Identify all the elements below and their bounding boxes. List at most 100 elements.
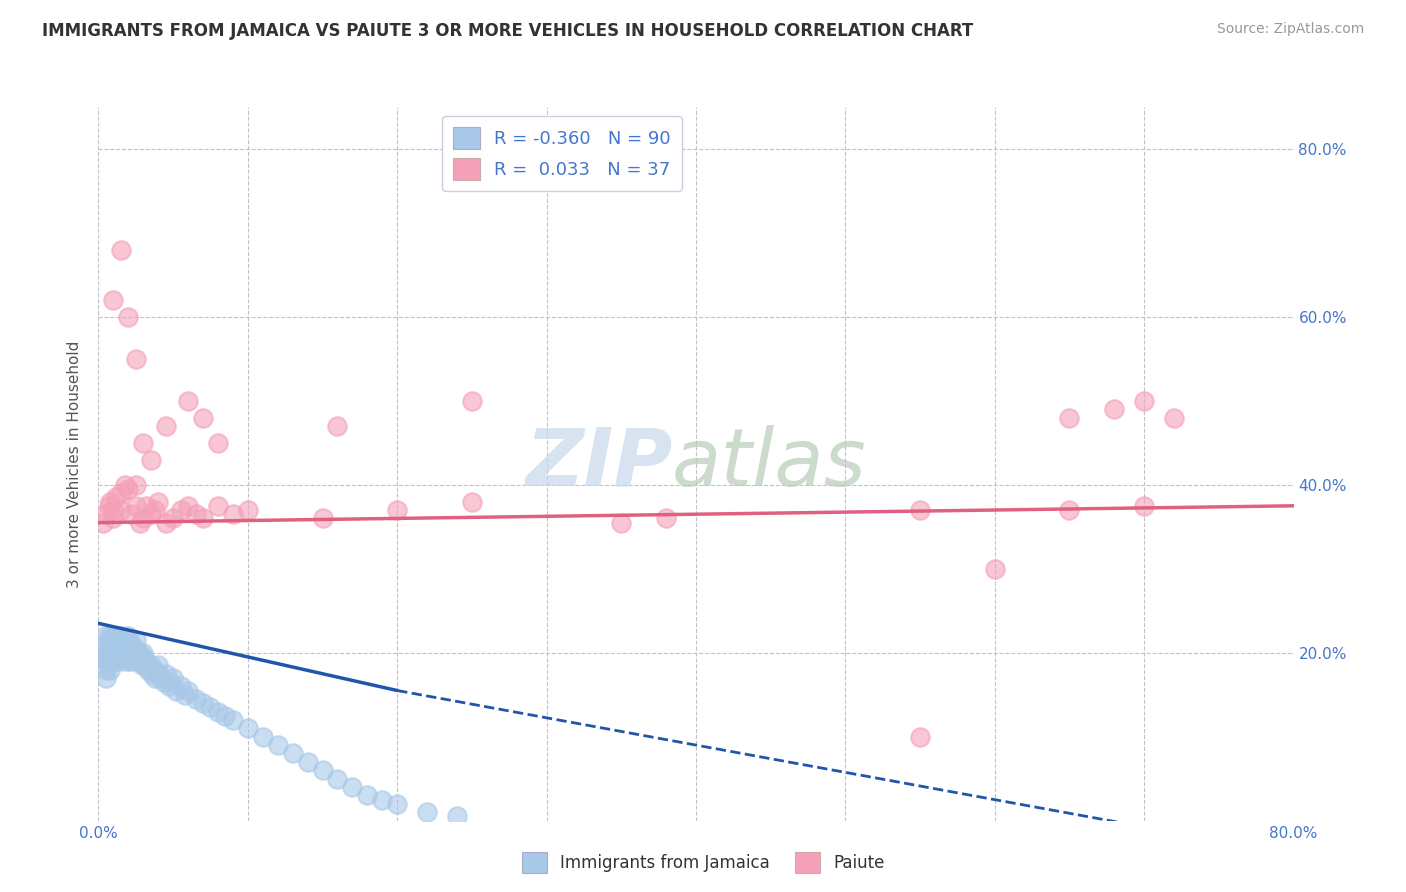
Point xyxy=(135,654,157,668)
Point xyxy=(96,654,118,668)
Point xyxy=(129,516,152,530)
Point xyxy=(110,503,132,517)
Point xyxy=(117,482,139,496)
Point xyxy=(155,666,177,681)
Point xyxy=(908,503,931,517)
Point xyxy=(93,629,115,643)
Point xyxy=(104,637,127,651)
Point xyxy=(110,486,132,500)
Point xyxy=(108,649,131,664)
Point xyxy=(177,683,200,698)
Point xyxy=(191,511,214,525)
Point xyxy=(148,666,170,681)
Point xyxy=(91,646,114,660)
Point xyxy=(125,641,148,656)
Point xyxy=(132,646,155,660)
Point xyxy=(134,658,156,673)
Point xyxy=(416,805,439,820)
Point xyxy=(103,646,125,660)
Point xyxy=(148,494,170,508)
Point xyxy=(120,637,142,651)
Y-axis label: 3 or more Vehicles in Household: 3 or more Vehicles in Household xyxy=(67,340,83,588)
Point xyxy=(127,654,149,668)
Point xyxy=(200,700,222,714)
Point xyxy=(1163,410,1185,425)
Point xyxy=(104,646,127,660)
Point xyxy=(1059,503,1081,517)
Point xyxy=(103,511,125,525)
Point xyxy=(159,675,181,690)
Point xyxy=(142,663,165,677)
Point xyxy=(191,410,214,425)
Point xyxy=(110,629,132,643)
Point xyxy=(97,499,120,513)
Point xyxy=(91,516,114,530)
Point xyxy=(101,654,124,668)
Point xyxy=(177,499,200,513)
Point xyxy=(236,503,259,517)
Point xyxy=(311,764,333,778)
Point xyxy=(222,713,245,727)
Point xyxy=(94,671,117,685)
Point xyxy=(135,499,157,513)
Point xyxy=(114,633,136,648)
Point xyxy=(177,393,200,408)
Point xyxy=(169,679,191,693)
Point xyxy=(385,797,409,811)
Point xyxy=(908,730,931,744)
Point xyxy=(117,633,139,648)
Point xyxy=(214,708,236,723)
Point xyxy=(124,646,146,660)
Point xyxy=(461,393,484,408)
Point xyxy=(111,637,134,651)
Point xyxy=(252,730,274,744)
Point xyxy=(94,507,117,521)
Point xyxy=(371,792,394,806)
Point xyxy=(105,633,128,648)
Point xyxy=(131,658,153,673)
Point xyxy=(128,646,150,660)
Point xyxy=(120,654,142,668)
Point xyxy=(236,721,259,735)
Point xyxy=(174,688,197,702)
Point xyxy=(117,310,139,324)
Point xyxy=(143,671,166,685)
Point xyxy=(97,629,120,643)
Point xyxy=(110,646,132,660)
Point xyxy=(100,633,122,648)
Point xyxy=(103,654,125,668)
Point xyxy=(169,503,191,517)
Point xyxy=(111,654,134,668)
Point xyxy=(101,637,124,651)
Point xyxy=(121,649,143,664)
Point xyxy=(107,629,129,643)
Point xyxy=(356,789,378,803)
Point xyxy=(139,452,162,467)
Point xyxy=(984,562,1007,576)
Point xyxy=(132,435,155,450)
Point xyxy=(94,663,117,677)
Point xyxy=(1059,410,1081,425)
Point xyxy=(100,494,122,508)
Point xyxy=(150,671,173,685)
Legend: R = -0.360   N = 90, R =  0.033   N = 37: R = -0.360 N = 90, R = 0.033 N = 37 xyxy=(441,116,682,191)
Point xyxy=(1104,402,1126,417)
Point xyxy=(125,499,148,513)
Point xyxy=(139,658,162,673)
Point xyxy=(153,675,176,690)
Point xyxy=(112,646,135,660)
Point xyxy=(297,755,319,769)
Point xyxy=(610,516,633,530)
Point xyxy=(105,654,128,668)
Point xyxy=(139,507,162,521)
Point xyxy=(125,351,148,366)
Text: ZIP: ZIP xyxy=(524,425,672,503)
Point xyxy=(446,809,468,823)
Point xyxy=(461,494,484,508)
Point xyxy=(311,511,333,525)
Point xyxy=(118,641,141,656)
Point xyxy=(94,637,117,651)
Point xyxy=(155,419,177,434)
Point xyxy=(191,696,214,710)
Point xyxy=(103,293,125,307)
